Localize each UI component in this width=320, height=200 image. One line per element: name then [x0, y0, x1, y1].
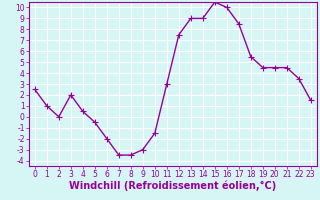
X-axis label: Windchill (Refroidissement éolien,°C): Windchill (Refroidissement éolien,°C): [69, 181, 276, 191]
